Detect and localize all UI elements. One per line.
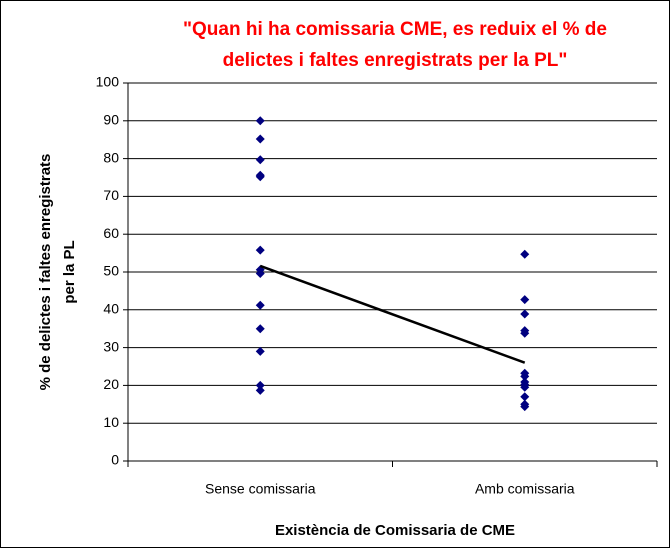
data-point xyxy=(255,380,265,390)
x-tick-label: Amb comissaria xyxy=(475,481,575,497)
data-point xyxy=(520,309,530,319)
data-point xyxy=(255,324,265,334)
data-point xyxy=(255,155,265,165)
data-point xyxy=(255,172,265,182)
chart-title: delictes i faltes enregistrats per la PL… xyxy=(223,50,568,71)
x-tick-label: Sense comissaria xyxy=(205,481,316,497)
data-point xyxy=(255,346,265,356)
data-point xyxy=(520,295,530,305)
y-tick-label: 100 xyxy=(96,74,120,90)
y-tick-label: 0 xyxy=(111,452,119,468)
chart-title: "Quan hi ha comissaria CME, es reduix el… xyxy=(183,19,607,40)
y-tick-label: 80 xyxy=(103,149,119,165)
data-point xyxy=(520,392,530,402)
data-point xyxy=(255,385,265,395)
x-axis-label: Existència de Comissaria de CME xyxy=(275,522,515,539)
y-tick-label: 10 xyxy=(103,414,119,430)
y-axis-label: per la PL xyxy=(61,240,78,303)
data-point xyxy=(520,402,530,412)
data-point xyxy=(520,382,530,392)
data-point xyxy=(520,328,530,338)
y-tick-label: 30 xyxy=(103,338,119,354)
data-point xyxy=(255,116,265,126)
data-point xyxy=(255,269,265,279)
y-axis-label: % de delictes i faltes enregistrats xyxy=(37,154,54,391)
data-point xyxy=(520,371,530,381)
y-tick-label: 60 xyxy=(103,225,119,241)
data-point xyxy=(520,249,530,259)
y-tick-label: 20 xyxy=(103,376,119,392)
y-tick-label: 40 xyxy=(103,301,119,317)
data-point xyxy=(255,300,265,310)
y-tick-label: 90 xyxy=(103,112,119,128)
data-point xyxy=(255,134,265,144)
y-tick-label: 70 xyxy=(103,187,119,203)
data-point xyxy=(255,245,265,255)
mean-line xyxy=(259,264,526,364)
y-tick-label: 50 xyxy=(103,263,119,279)
